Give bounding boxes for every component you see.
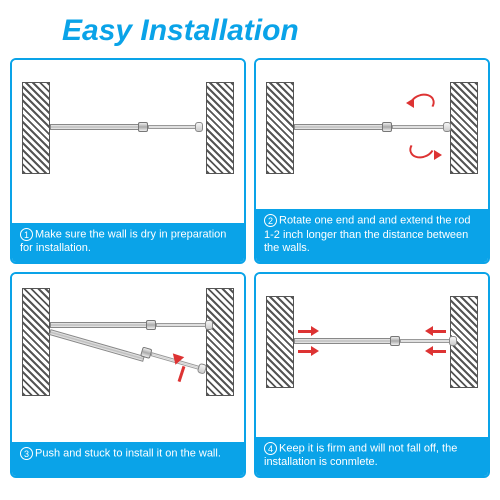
- rod-cap: [449, 336, 457, 346]
- step-number: 4: [264, 442, 277, 455]
- step-number: 2: [264, 214, 277, 227]
- wall-right: [206, 288, 234, 396]
- wall-left: [266, 82, 294, 174]
- rod-inner: [392, 125, 444, 129]
- step-illustration-3: [12, 274, 244, 442]
- step-text: Make sure the wall is dry in preparation…: [20, 229, 226, 255]
- rod-coupler: [382, 122, 392, 132]
- rod-angled: [48, 322, 147, 366]
- steps-grid: 1Make sure the wall is dry in preparatio…: [0, 58, 500, 488]
- wall-right: [206, 82, 234, 174]
- rod-inner: [148, 125, 196, 129]
- step-panel-2: 2Rotate one end and and extend the rod 1…: [254, 58, 490, 264]
- step-text: Rotate one end and and extend the rod 1-…: [264, 215, 470, 255]
- rod-coupler: [138, 122, 148, 132]
- step-caption-4: 4Keep it is firm and will not fall off, …: [256, 437, 488, 476]
- rotate-arrow-bottom: [406, 134, 437, 162]
- arrowhead-icon: [311, 346, 319, 356]
- wall-left: [22, 82, 50, 174]
- rod-inner: [156, 323, 206, 327]
- wall-left: [266, 296, 294, 388]
- push-arrow-stem: [178, 366, 186, 382]
- step-text: Push and stuck to install it on the wall…: [35, 447, 221, 459]
- arrowhead-icon: [425, 326, 433, 336]
- rod-inner: [400, 339, 450, 343]
- wall-left: [22, 288, 50, 396]
- rod-cap: [195, 122, 203, 132]
- step-illustration-4: [256, 274, 488, 437]
- step-number: 1: [20, 228, 33, 241]
- arrowhead-icon: [406, 98, 414, 108]
- arrowhead-icon: [434, 150, 442, 160]
- step-panel-4: 4Keep it is firm and will not fall off, …: [254, 272, 490, 478]
- step-illustration-1: [12, 60, 244, 223]
- step-text: Keep it is firm and will not fall off, t…: [264, 443, 457, 469]
- arrowhead-icon: [425, 346, 433, 356]
- step-caption-3: 3Push and stuck to install it on the wal…: [12, 442, 244, 476]
- rod-cap: [205, 320, 213, 330]
- press-arrow-right-top: [432, 330, 446, 333]
- rod-outer: [294, 338, 392, 344]
- rod-outer: [50, 124, 140, 130]
- rod-cap: [443, 122, 451, 132]
- rod-coupler: [390, 336, 400, 346]
- step-illustration-2: [256, 60, 488, 209]
- page-title: Easy Installation: [0, 0, 500, 58]
- step-panel-1: 1Make sure the wall is dry in preparatio…: [10, 58, 246, 264]
- step-panel-3: 3Push and stuck to install it on the wal…: [10, 272, 246, 478]
- rod-outer: [294, 124, 384, 130]
- press-arrow-left-bot: [298, 350, 312, 353]
- press-arrow-left-top: [298, 330, 312, 333]
- arrowhead-icon: [311, 326, 319, 336]
- step-caption-1: 1Make sure the wall is dry in preparatio…: [12, 223, 244, 262]
- rod-coupler: [146, 320, 156, 330]
- step-caption-2: 2Rotate one end and and extend the rod 1…: [256, 209, 488, 262]
- step-number: 3: [20, 447, 33, 460]
- press-arrow-right-bot: [432, 350, 446, 353]
- wall-right: [450, 82, 478, 174]
